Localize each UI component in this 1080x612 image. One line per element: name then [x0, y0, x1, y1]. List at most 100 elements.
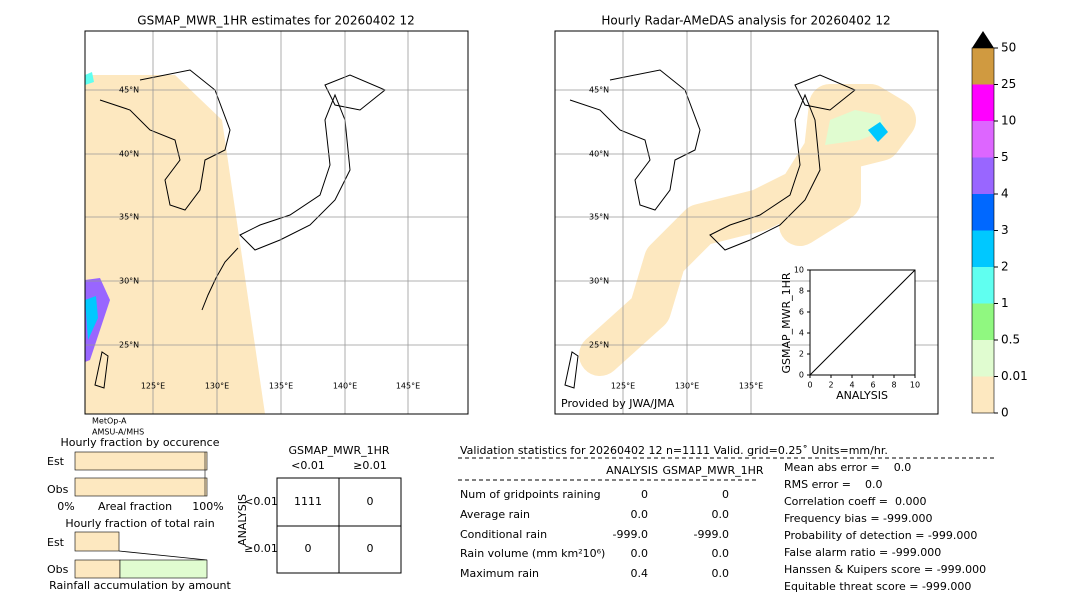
y-tick-label: 8 [799, 287, 804, 296]
fraction-bar [74, 559, 121, 579]
score: RMS error = 0.0 [784, 478, 882, 491]
fraction-bar [74, 451, 208, 471]
rain-area [825, 110, 885, 145]
fraction-bar [74, 477, 208, 497]
colorbar-box [972, 376, 994, 413]
lon-label: 130°E [205, 382, 229, 391]
row-label: Est [47, 455, 65, 468]
stat-value: 0.0 [712, 508, 730, 521]
row-label: Obs [47, 563, 69, 576]
coastline [794, 74, 856, 111]
colorbar-box [972, 303, 994, 340]
lat-label: 35°N [589, 213, 609, 222]
colorbar-box [972, 230, 994, 267]
colorbar-label: 0 [1001, 406, 1009, 420]
rain-area [868, 122, 888, 142]
colorbar-box [972, 157, 994, 194]
lon-label: 140°E [333, 382, 357, 391]
map-frame [84, 30, 469, 415]
satellite: AMSU-A/MHS [92, 428, 144, 437]
lat-label: 40°N [589, 150, 609, 159]
score: Mean abs error = 0.0 [784, 461, 911, 474]
lat-label: 25°N [589, 341, 609, 350]
stat-label: Rain volume (mm km²10⁶) [460, 547, 605, 560]
colorbar-box [972, 340, 994, 377]
connector [118, 550, 208, 561]
score: Hanssen & Kuipers score = -999.000 [784, 563, 986, 576]
score: Frequency bias = -999.000 [784, 512, 933, 525]
map-title: GSMAP_MWR_1HR estimates for 20260402 12 [137, 14, 414, 28]
coastline [239, 93, 351, 251]
score: Probability of detection = -999.000 [784, 529, 977, 542]
lat-label: 45°N [589, 86, 609, 95]
lon-label: 135°E [269, 382, 293, 391]
coastline [709, 93, 821, 251]
x-tick-label: 0 [807, 381, 812, 390]
lat-label: 40°N [119, 150, 139, 159]
lon-label: 125°E [141, 382, 165, 391]
lat-label: 30°N [589, 277, 609, 286]
coastline [324, 74, 386, 111]
lon-label: 130°E [675, 382, 699, 391]
row-label: Obs [47, 483, 69, 496]
fraction-bar [74, 531, 120, 552]
stat-label: Conditional rain [460, 528, 547, 541]
axis-label: Areal fraction [98, 500, 172, 513]
coastline [94, 351, 109, 389]
coastline [564, 351, 579, 389]
row-label: Est [47, 536, 65, 549]
axis-label: 100% [192, 500, 223, 513]
colorbar-label: 4 [1001, 187, 1009, 201]
stat-value: 0.0 [631, 508, 649, 521]
table-title: GSMAP_MWR_1HR [288, 444, 389, 457]
rain-area [85, 75, 265, 414]
stat-value: 0.4 [631, 567, 649, 580]
cell: 1111 [294, 495, 322, 508]
cell: 0 [305, 542, 312, 555]
lon-label: 125°E [611, 382, 635, 391]
score: Equitable threat score = -999.000 [784, 580, 971, 593]
y-tick-label: 0 [799, 371, 804, 380]
stat-value: -999.0 [613, 528, 648, 541]
credit: Provided by JWA/JMA [561, 397, 675, 410]
stat-value: 0 [641, 488, 648, 501]
colorbar-box [972, 267, 994, 304]
coastline [201, 247, 239, 311]
stat-label: Num of gridpoints raining [460, 488, 601, 501]
x-tick-label: 4 [849, 381, 854, 390]
stat-label: Maximum rain [460, 567, 539, 580]
axis-label: 0% [57, 500, 74, 513]
col-header: ANALYSIS [606, 464, 658, 477]
y-tick-label: 10 [794, 266, 804, 275]
coastline [569, 69, 701, 211]
y-tick-label: 4 [799, 329, 804, 338]
stat-value: 0.0 [712, 547, 730, 560]
stat-value: 0 [722, 488, 729, 501]
colorbar-label: 0.01 [1001, 369, 1028, 383]
fraction-bar [119, 559, 208, 579]
panel-title: Hourly fraction by occurence [61, 436, 220, 449]
col-header: GSMAP_MWR_1HR [662, 464, 763, 477]
colorbar-label: 10 [1001, 114, 1016, 128]
score: Correlation coeff = 0.000 [784, 495, 926, 508]
stat-value: -999.0 [694, 528, 729, 541]
colorbar-label: 3 [1001, 223, 1009, 237]
y-tick-label: 6 [799, 308, 804, 317]
row-axis-label: ANALYSIS [236, 494, 249, 546]
lon-label: 135°E [739, 382, 763, 391]
colorbar-label: 25 [1001, 77, 1016, 91]
x-tick-label: 2 [828, 381, 833, 390]
coastline [99, 69, 231, 211]
x-tick-label: 6 [870, 381, 875, 390]
colorbar-label: 2 [1001, 260, 1009, 274]
left-map-content [85, 31, 468, 414]
stat-label: Average rain [460, 508, 530, 521]
colorbar-label: 0.5 [1001, 333, 1020, 347]
cell: 0 [367, 495, 374, 508]
map-title: Hourly Radar-AMeDAS analysis for 2026040… [601, 14, 890, 28]
cell: 0 [367, 542, 374, 555]
colorbar-label: 1 [1001, 296, 1009, 310]
rain-area [85, 296, 98, 340]
colorbar-box [972, 194, 994, 231]
